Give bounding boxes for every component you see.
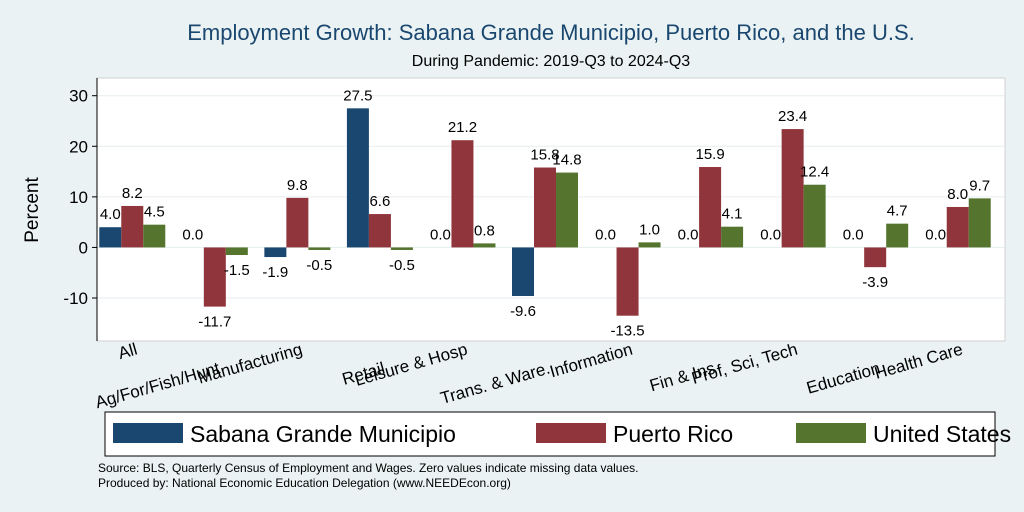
source-note: Source: BLS, Quarterly Census of Employm… [98, 461, 638, 475]
bar [451, 140, 474, 248]
bar [781, 129, 804, 248]
data-label: -13.5 [610, 323, 644, 340]
data-label: 27.5 [343, 87, 372, 104]
x-tick-label: Trans. & Ware. [438, 359, 552, 408]
data-label: 9.7 [969, 177, 990, 194]
data-label: -0.5 [389, 257, 415, 274]
data-label: -3.9 [862, 274, 888, 291]
bar [946, 206, 969, 248]
bar [886, 223, 909, 248]
bar [864, 247, 887, 268]
bar [616, 247, 639, 316]
y-tick-label: -10 [63, 289, 88, 308]
data-label: 4.5 [144, 204, 165, 221]
bar [968, 198, 991, 248]
data-label: 1.0 [639, 221, 660, 238]
gridlines [97, 95, 1005, 299]
producer-note: Produced by: National Economic Education… [98, 476, 511, 490]
y-tick-label: 10 [69, 188, 88, 207]
bar [346, 108, 369, 248]
bar [512, 247, 534, 296]
y-tick-label: 0 [79, 238, 88, 257]
bar [264, 247, 287, 258]
bar [308, 247, 331, 250]
data-label: 0.0 [925, 226, 946, 243]
bar [99, 227, 122, 248]
bar [121, 205, 144, 248]
legend-swatch [796, 423, 866, 443]
data-label: 0.0 [182, 226, 203, 243]
data-label: 0.0 [430, 226, 451, 243]
x-tick-label: Health Care [872, 340, 964, 383]
data-label: 14.8 [552, 152, 581, 169]
data-label: 23.4 [778, 108, 807, 125]
data-label: 6.6 [369, 193, 390, 210]
bars [99, 108, 991, 316]
data-label: 0.0 [595, 226, 616, 243]
legend-swatch [113, 423, 183, 443]
data-label: 4.1 [722, 206, 743, 223]
bar [534, 167, 556, 248]
bar [473, 243, 496, 248]
bar [721, 226, 744, 248]
bar [638, 242, 661, 248]
bar [203, 247, 226, 307]
data-label: 21.2 [448, 119, 477, 136]
data-label: 4.7 [887, 203, 908, 220]
data-label: -9.6 [510, 303, 536, 320]
data-label: 0.8 [474, 222, 495, 239]
bar [390, 247, 413, 250]
chart-subtitle: During Pandemic: 2019-Q3 to 2024-Q3 [412, 53, 690, 70]
data-label: 15.8 [530, 147, 559, 164]
bar [143, 224, 166, 248]
data-label: 0.0 [678, 226, 699, 243]
x-tick-label: All [116, 340, 139, 363]
y-axis: -10 0 10 20 30 [63, 78, 98, 341]
y-tick-label: 30 [69, 87, 88, 106]
bar [699, 167, 722, 248]
bar [368, 214, 391, 248]
data-label: -1.5 [224, 262, 250, 279]
bar [225, 247, 248, 256]
y-axis-title: Percent [22, 177, 43, 243]
bar [803, 184, 826, 248]
chart-title: Employment Growth: Sabana Grande Municip… [187, 20, 915, 45]
x-tick-label: Education [804, 359, 882, 398]
data-label: 8.2 [122, 185, 143, 202]
legend-label: Puerto Rico [613, 421, 733, 447]
y-tick-label: 20 [69, 137, 88, 156]
data-label: -11.7 [198, 314, 231, 331]
legend-swatch [536, 423, 606, 443]
legend-label: Sabana Grande Municipio [190, 421, 456, 447]
data-label: 8.0 [947, 186, 968, 203]
data-label: 0.0 [843, 226, 864, 243]
x-tick-label: Information [548, 340, 635, 382]
data-label: 4.0 [100, 206, 121, 223]
data-labels: 4.08.24.5 0.0 -11.7 -1.5 -1.9 9.8 -0.5 27.5 6.6 -… [100, 87, 990, 339]
data-label: 15.9 [695, 146, 724, 163]
data-label: 9.8 [287, 177, 308, 194]
legend-label: United States [873, 421, 1011, 447]
data-label: 0.0 [760, 226, 781, 243]
bar [286, 197, 309, 248]
legend: Sabana Grande Municipio Puerto Rico United… [104, 411, 1011, 457]
bar [556, 172, 578, 248]
data-label: -1.9 [262, 264, 288, 281]
data-label: -0.5 [306, 257, 332, 274]
data-label: 12.4 [800, 164, 829, 181]
